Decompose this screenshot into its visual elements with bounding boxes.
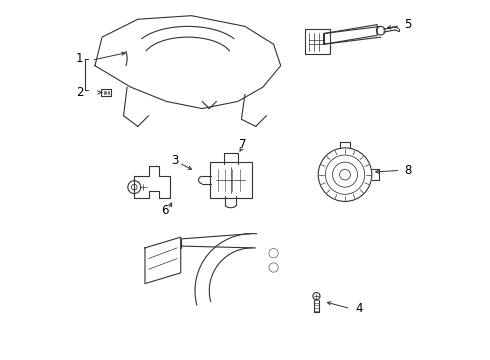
Text: 4: 4 <box>356 302 363 315</box>
Text: 1: 1 <box>76 52 83 65</box>
Circle shape <box>270 265 276 270</box>
Text: 3: 3 <box>172 154 179 167</box>
Circle shape <box>128 181 141 194</box>
Text: 7: 7 <box>239 138 246 151</box>
Text: 5: 5 <box>404 18 411 31</box>
Circle shape <box>376 26 385 35</box>
Circle shape <box>340 169 350 180</box>
Circle shape <box>269 249 278 258</box>
Text: 2: 2 <box>76 86 83 99</box>
Circle shape <box>333 162 358 187</box>
FancyBboxPatch shape <box>210 162 252 198</box>
Circle shape <box>325 155 365 194</box>
FancyBboxPatch shape <box>305 29 330 54</box>
Circle shape <box>318 148 372 202</box>
Circle shape <box>270 250 276 256</box>
Circle shape <box>269 263 278 272</box>
Text: 8: 8 <box>404 164 411 177</box>
Circle shape <box>313 293 320 300</box>
FancyBboxPatch shape <box>101 89 111 96</box>
Circle shape <box>131 184 137 190</box>
Text: 6: 6 <box>161 204 169 217</box>
